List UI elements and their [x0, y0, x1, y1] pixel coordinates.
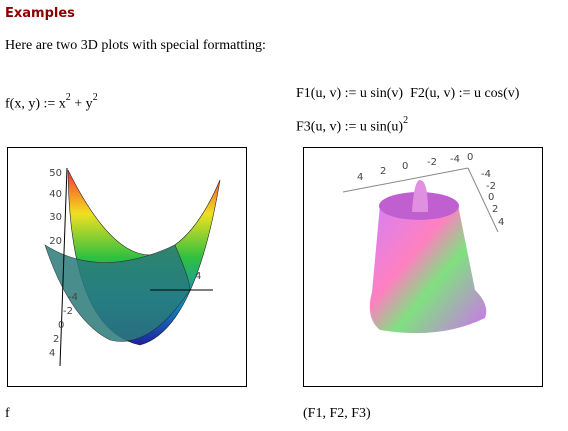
tick-label: 50	[49, 168, 62, 179]
tick-label: -4	[481, 169, 491, 180]
tick-label: -2	[486, 181, 496, 192]
eq-text: F2(u, v) := u cos(v)	[410, 86, 520, 101]
parametric-plot	[342, 167, 499, 334]
exponent: 2	[92, 92, 98, 103]
tick-label: 4	[195, 271, 201, 282]
equation: F3(u, v) := u sin(u)2	[296, 115, 409, 136]
exponent: 2	[65, 92, 71, 103]
caption: (F1, F2, F3)	[303, 406, 371, 421]
equation: f(x, y) := x2 + y2	[5, 92, 98, 113]
tick-label: 2	[380, 166, 386, 177]
caption: f	[5, 406, 10, 421]
tick-label: 0	[402, 161, 408, 172]
tick-label: 0	[488, 192, 494, 203]
tick-label: -4	[450, 154, 460, 165]
intro: Here are two 3D plots with special forma…	[5, 38, 266, 53]
tick-label: -2	[427, 157, 437, 168]
tick-label: 2	[53, 334, 59, 345]
tick-label: -2	[63, 306, 73, 317]
tick-label: 0	[467, 152, 473, 163]
tick-label: 4	[498, 217, 504, 228]
tick-label: 2	[492, 204, 498, 215]
heading: Examples	[5, 6, 75, 21]
eq-text: F3(u, v) := u sin(u)	[296, 119, 404, 135]
tick-label: 20	[49, 236, 62, 247]
tick-label: 4	[357, 172, 363, 183]
equation: F1(u, v) := u sin(v) F2(u, v) := u cos(v…	[296, 86, 519, 102]
eq-text: f(x, y) := x	[5, 96, 66, 112]
tick-label: 4	[49, 348, 55, 359]
eq-text: F1(u, v) := u sin(v)	[296, 86, 404, 101]
exponent: 2	[403, 115, 409, 126]
tick-label: 40	[49, 189, 62, 200]
tick-label: 30	[49, 212, 62, 223]
plot-frame	[303, 147, 543, 387]
plot-frame	[7, 147, 247, 387]
surface-plot	[44, 167, 221, 367]
tick-label: -4	[68, 292, 78, 303]
tick-label: 0	[58, 320, 64, 331]
eq-text: + y	[74, 96, 93, 112]
